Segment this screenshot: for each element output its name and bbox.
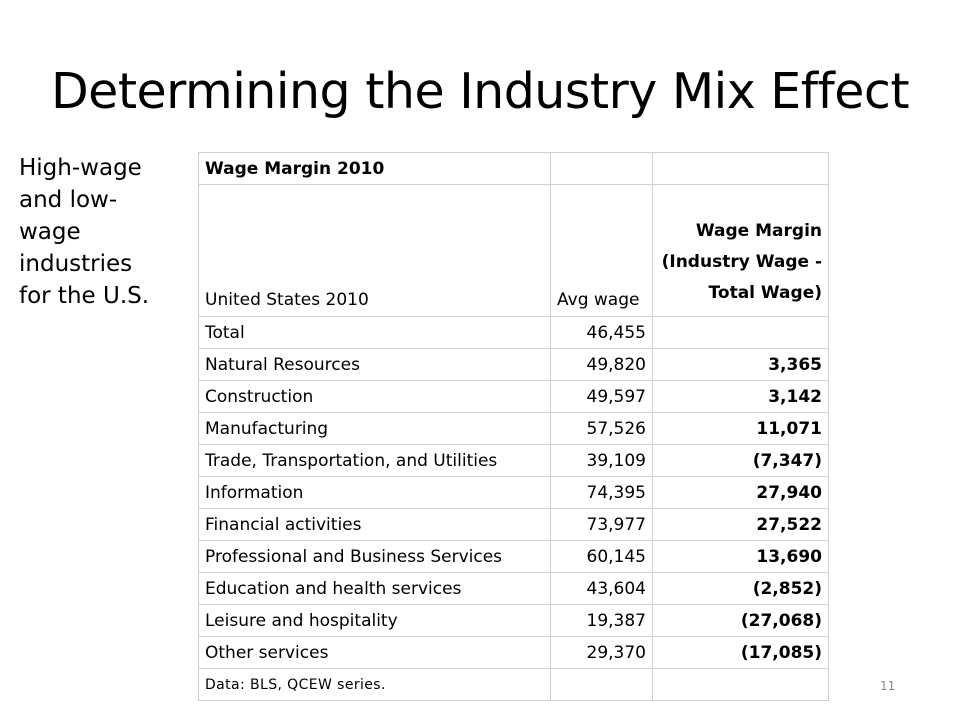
wage-margin-cell: 13,690 (652, 540, 829, 573)
wage-margin-cell: 27,940 (652, 476, 829, 509)
industry-cell: Construction (198, 380, 551, 413)
wage-margin-header-line: (Industry Wage - (661, 252, 822, 272)
table-row: Information 74,395 27,940 (198, 476, 829, 509)
table-row: Professional and Business Services 60,145… (198, 540, 829, 573)
wage-margin-header-line: Total Wage) (708, 283, 822, 303)
avg-wage-cell: 43,604 (550, 572, 653, 605)
industry-cell: Trade, Transportation, and Utilities (198, 444, 551, 477)
avg-wage-cell: 49,820 (550, 348, 653, 381)
slide-title: Determining the Industry Mix Effect (50, 63, 910, 120)
side-caption-line: wage (19, 219, 81, 245)
avg-wage-cell: 74,395 (550, 476, 653, 509)
side-caption-line: industries (19, 251, 133, 277)
wage-margin-table: Wage Margin 2010 United States 2010 Avg … (198, 152, 829, 701)
industry-cell: Financial activities (198, 508, 551, 541)
wage-margin-cell: (7,347) (652, 444, 829, 477)
side-caption-line: for the U.S. (19, 283, 150, 309)
table-row: Education and health services 43,604 (2,85… (198, 572, 829, 605)
table-title: Wage Margin 2010 (198, 152, 551, 185)
industry-cell: Information (198, 476, 551, 509)
table-row: Financial activities 73,977 27,522 (198, 508, 829, 541)
wage-margin-cell: 3,142 (652, 380, 829, 413)
table-row: Manufacturing 57,526 11,071 (198, 412, 829, 445)
industry-cell: Professional and Business Services (198, 540, 551, 573)
data-source-note: Data: BLS, QCEW series. (198, 668, 551, 701)
wage-margin-header: Wage Margin (Industry Wage - Total Wage) (652, 184, 829, 317)
avg-wage-cell: 39,109 (550, 444, 653, 477)
table-header-row: United States 2010 Avg wage Wage Margin … (198, 184, 829, 317)
side-caption-line: and low- (19, 187, 118, 213)
table-note-row: Data: BLS, QCEW series. (198, 668, 829, 701)
avg-wage-cell: 19,387 (550, 604, 653, 637)
empty-cell (652, 152, 829, 185)
industry-cell: Natural Resources (198, 348, 551, 381)
wage-margin-cell: 27,522 (652, 508, 829, 541)
table-row: Total 46,455 (198, 316, 829, 349)
industry-cell: Education and health services (198, 572, 551, 605)
industry-cell: Total (198, 316, 551, 349)
table-row: Leisure and hospitality 19,387 (27,068) (198, 604, 829, 637)
wage-margin-cell: (17,085) (652, 636, 829, 669)
page-number: 11 (880, 679, 896, 693)
empty-cell (550, 668, 653, 701)
empty-cell (550, 152, 653, 185)
industry-cell: Manufacturing (198, 412, 551, 445)
wage-margin-cell: (27,068) (652, 604, 829, 637)
avg-wage-header: Avg wage (550, 184, 653, 317)
wage-margin-cell: 3,365 (652, 348, 829, 381)
avg-wage-cell: 29,370 (550, 636, 653, 669)
avg-wage-cell: 60,145 (550, 540, 653, 573)
side-caption: High-wage and low- wage industries for t… (19, 152, 189, 312)
avg-wage-cell: 46,455 (550, 316, 653, 349)
wage-margin-cell: (2,852) (652, 572, 829, 605)
avg-wage-cell: 73,977 (550, 508, 653, 541)
table-row: Natural Resources 49,820 3,365 (198, 348, 829, 381)
wage-margin-header-line: Wage Margin (695, 221, 822, 241)
industry-cell: Other services (198, 636, 551, 669)
table-title-row: Wage Margin 2010 (198, 152, 829, 185)
industry-cell: Leisure and hospitality (198, 604, 551, 637)
table-row: Other services 29,370 (17,085) (198, 636, 829, 669)
table-row: Trade, Transportation, and Utilities 39,1… (198, 444, 829, 477)
side-caption-line: High-wage (19, 155, 142, 181)
table-row: Construction 49,597 3,142 (198, 380, 829, 413)
avg-wage-cell: 57,526 (550, 412, 653, 445)
wage-margin-cell (652, 316, 829, 349)
empty-cell (652, 668, 829, 701)
avg-wage-cell: 49,597 (550, 380, 653, 413)
region-header: United States 2010 (198, 184, 551, 317)
wage-margin-cell: 11,071 (652, 412, 829, 445)
